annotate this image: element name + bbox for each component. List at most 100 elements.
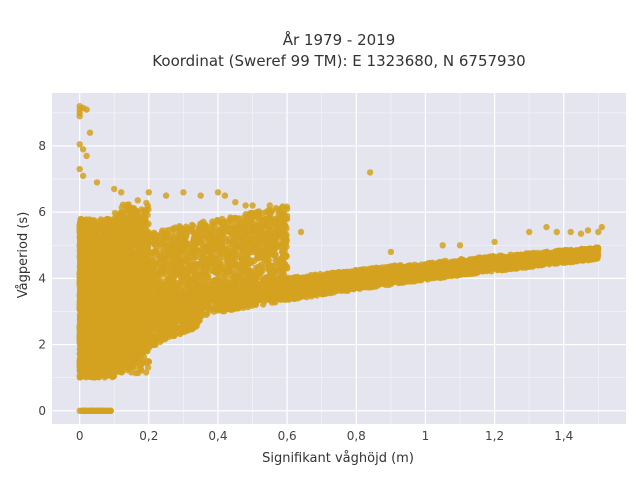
scatter-point — [254, 273, 262, 281]
scatter-point — [191, 228, 198, 235]
scatter-point — [229, 253, 237, 261]
scatter-point — [215, 273, 223, 280]
scatter-point — [218, 232, 225, 239]
scatter-point — [107, 238, 114, 245]
scatter-point — [81, 222, 88, 229]
scatter-point — [158, 257, 165, 264]
scatter-point — [172, 235, 179, 242]
scatter-point — [236, 242, 243, 249]
scatter-point — [197, 220, 204, 228]
scatter-point — [269, 251, 276, 258]
scatter-point — [271, 232, 278, 239]
scatter-point — [107, 216, 115, 223]
scatter-point — [114, 290, 122, 297]
scatter-point — [76, 263, 84, 270]
scatter-point — [263, 217, 270, 224]
scatter-point — [126, 216, 133, 223]
scatter-point — [85, 276, 92, 283]
scatter-point — [217, 245, 224, 252]
scatter-point — [111, 222, 118, 230]
scatter-point — [234, 220, 241, 228]
scatter-point — [157, 238, 164, 245]
scatter-point — [200, 254, 208, 262]
scatter-point — [152, 275, 159, 282]
scatter-point — [173, 250, 180, 258]
scatter-point — [184, 225, 192, 232]
scatter-point — [101, 307, 109, 314]
scatter-point — [102, 244, 109, 252]
scatter-point — [139, 217, 147, 225]
scatter-point — [206, 235, 213, 242]
scatter-point — [101, 292, 109, 300]
scatter-point — [165, 245, 173, 253]
scatter-point — [197, 272, 204, 279]
scatter-point — [213, 236, 220, 243]
scatter-point — [255, 250, 262, 258]
scatter-point — [167, 258, 175, 265]
scatter-point — [226, 226, 233, 234]
scatter-point — [184, 249, 192, 256]
scatter-point — [125, 240, 133, 247]
scatter-point — [173, 244, 180, 251]
scatter-point — [160, 250, 167, 257]
scatter-point — [126, 256, 133, 263]
scatter-point — [82, 234, 90, 241]
scatter-point — [189, 261, 196, 268]
scatter-point — [118, 204, 126, 211]
scatter-point — [138, 361, 145, 368]
scatter-point — [223, 268, 230, 276]
scatter-point — [180, 240, 187, 248]
scatter-point — [171, 281, 178, 288]
scatter-point — [158, 263, 165, 270]
scatter-point — [150, 280, 158, 287]
scatter-point — [191, 250, 198, 257]
scatter-point — [128, 224, 135, 231]
scatter-point — [78, 284, 85, 291]
scatter-point — [135, 275, 142, 282]
scatter-point — [119, 277, 127, 284]
scatter-point — [143, 359, 151, 367]
scatter-point — [110, 267, 118, 274]
scatter-point — [136, 237, 143, 244]
scatter-point — [149, 256, 156, 264]
scatter-point — [248, 257, 255, 264]
scatter-point — [145, 266, 152, 274]
scatter-point — [167, 252, 174, 259]
scatter-point — [97, 262, 104, 269]
scatter-point — [126, 250, 133, 257]
scatter-point — [77, 302, 85, 309]
scatter-point — [185, 276, 192, 283]
scatter-point — [135, 369, 142, 377]
scatter-point — [105, 369, 113, 377]
scatter-point — [128, 369, 135, 376]
scatter-point — [141, 290, 149, 297]
scatter-point — [76, 278, 84, 285]
scatter-point — [174, 267, 182, 275]
scatter-point — [94, 226, 101, 233]
scatter-point — [141, 257, 149, 264]
scatter-point — [212, 264, 220, 272]
scatter-point — [119, 222, 126, 229]
scatter-point — [123, 263, 130, 270]
scatter-point — [195, 261, 202, 268]
scatter-point — [220, 220, 227, 227]
scatter-point — [216, 255, 223, 262]
scatter-point — [252, 264, 260, 272]
scatter-point — [151, 241, 158, 248]
scatter-point — [251, 227, 258, 234]
scatter-point — [133, 355, 140, 362]
scatter-point — [257, 225, 265, 233]
scatter-point — [209, 218, 216, 225]
scatter-point — [96, 255, 103, 263]
scatter-point — [84, 256, 91, 264]
scatter-point — [115, 212, 122, 220]
scatter-point — [201, 263, 208, 271]
scatter-point — [114, 238, 121, 246]
scatter-point — [235, 272, 242, 279]
scatter-point — [94, 371, 102, 379]
scatter-point — [97, 221, 104, 228]
scatter-point — [128, 363, 135, 370]
scatter-point — [173, 226, 180, 233]
scatter-point — [281, 238, 289, 245]
